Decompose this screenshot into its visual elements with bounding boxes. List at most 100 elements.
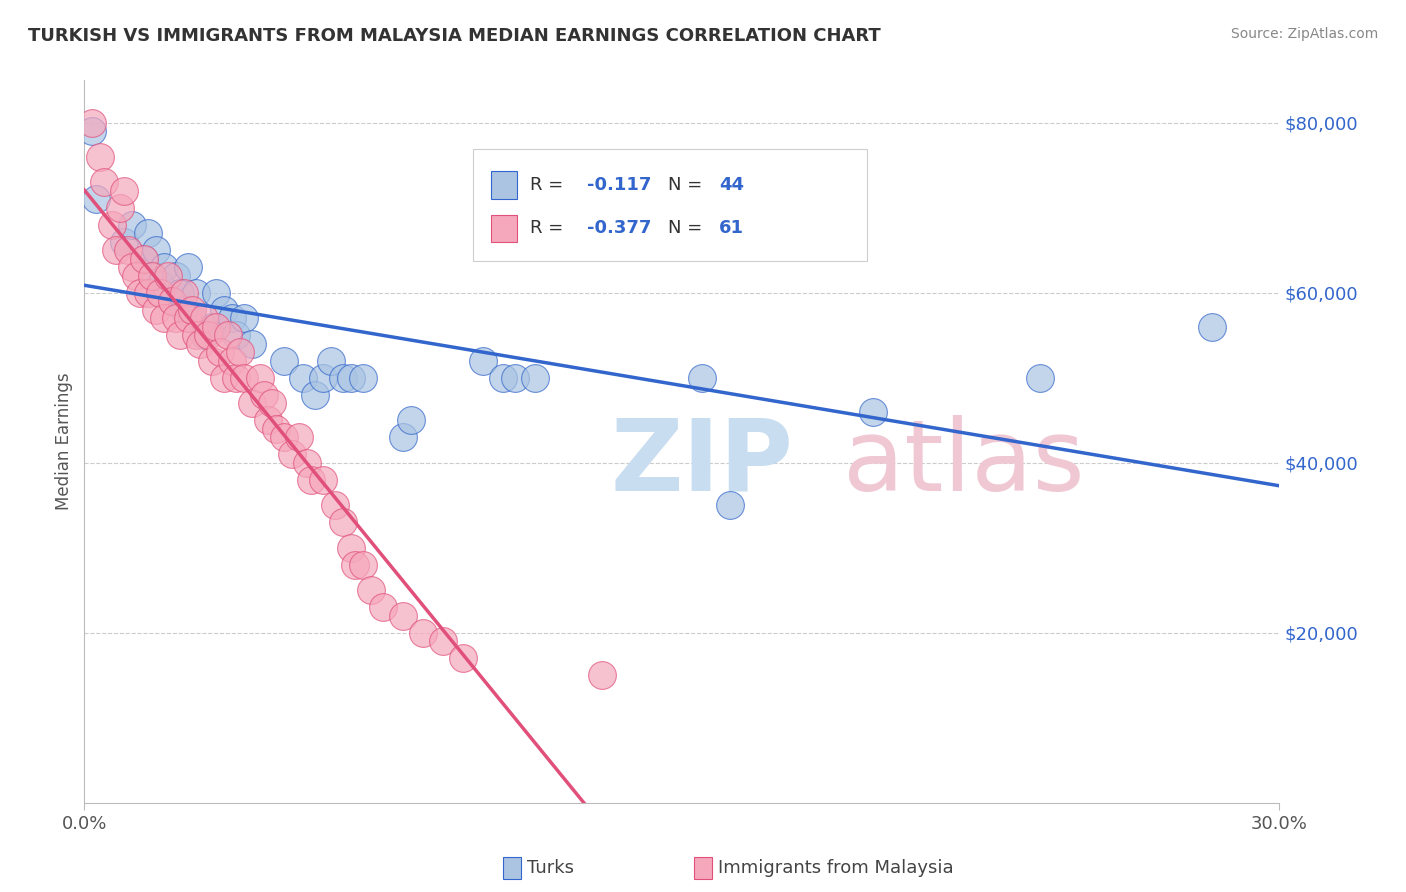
Point (177, 260, 200, 275)
Y-axis label: Median Earnings: Median Earnings (55, 373, 73, 510)
Point (193, 328, 215, 343)
Point (260, 396, 283, 410)
Text: 44: 44 (718, 176, 744, 194)
Point (165, 268, 187, 283)
Text: -0.377: -0.377 (588, 219, 652, 237)
Point (1201, 319, 1223, 334)
Point (141, 268, 163, 283)
Point (129, 285, 152, 300)
Point (169, 285, 191, 300)
Point (240, 336, 263, 351)
Point (360, 583, 382, 598)
Point (101, 218, 124, 232)
Point (201, 319, 224, 334)
Bar (491, 171, 517, 199)
Text: N =: N = (668, 176, 702, 194)
Point (332, 516, 354, 530)
Point (591, 668, 613, 682)
Point (332, 371, 354, 385)
Point (280, 447, 302, 461)
Point (392, 430, 415, 444)
Point (301, 473, 323, 487)
Point (399, 413, 422, 427)
Point (325, 498, 347, 512)
Text: ZIP: ZIP (610, 415, 793, 512)
Point (173, 302, 195, 317)
Point (249, 371, 271, 385)
Point (1029, 371, 1052, 385)
Point (141, 268, 163, 283)
Text: atlas: atlas (844, 415, 1085, 512)
Point (149, 285, 172, 300)
Point (718, 498, 741, 512)
Point (93, 175, 115, 189)
Point (197, 328, 219, 343)
Point (225, 371, 247, 385)
Point (205, 319, 228, 334)
Point (451, 651, 474, 665)
Bar (503, 857, 520, 879)
Point (264, 422, 287, 436)
Bar (491, 215, 517, 242)
Point (136, 285, 159, 300)
Text: N =: N = (668, 219, 702, 237)
Point (82, 116, 104, 130)
Point (225, 328, 247, 343)
Point (690, 371, 713, 385)
Point (169, 328, 191, 343)
Point (492, 371, 515, 385)
Point (232, 371, 254, 385)
Point (229, 345, 252, 359)
Point (157, 268, 180, 283)
Point (412, 625, 434, 640)
Point (181, 302, 204, 317)
Text: Source: ZipAtlas.com: Source: ZipAtlas.com (1230, 27, 1378, 41)
Text: R =: R = (530, 219, 564, 237)
Point (471, 353, 494, 368)
Point (184, 328, 207, 343)
Point (312, 371, 335, 385)
Point (193, 311, 215, 326)
Point (321, 353, 343, 368)
Point (208, 345, 231, 359)
Point (232, 311, 254, 326)
Point (112, 235, 135, 249)
Point (253, 388, 276, 402)
Point (212, 302, 235, 317)
Point (297, 456, 319, 470)
Point (181, 311, 204, 326)
Point (160, 294, 183, 309)
Point (149, 277, 172, 292)
Point (121, 218, 143, 232)
Point (121, 260, 143, 275)
Point (112, 184, 135, 198)
Point (160, 294, 183, 309)
Point (273, 430, 295, 444)
Point (201, 353, 224, 368)
Point (256, 413, 278, 427)
Point (177, 311, 200, 326)
Point (432, 634, 454, 648)
Point (132, 252, 156, 266)
Point (392, 608, 415, 623)
Point (273, 353, 295, 368)
Point (117, 244, 139, 258)
Point (125, 268, 148, 283)
Point (153, 311, 176, 326)
Point (136, 227, 159, 241)
Point (352, 371, 374, 385)
Point (240, 396, 263, 410)
Point (503, 371, 526, 385)
Point (352, 558, 374, 572)
Point (312, 473, 335, 487)
Point (145, 302, 167, 317)
Point (212, 371, 235, 385)
Point (153, 260, 176, 275)
FancyBboxPatch shape (472, 149, 868, 260)
Point (188, 336, 211, 351)
Point (292, 371, 315, 385)
Point (523, 371, 546, 385)
Point (373, 600, 395, 615)
Point (221, 353, 243, 368)
Point (165, 311, 187, 326)
